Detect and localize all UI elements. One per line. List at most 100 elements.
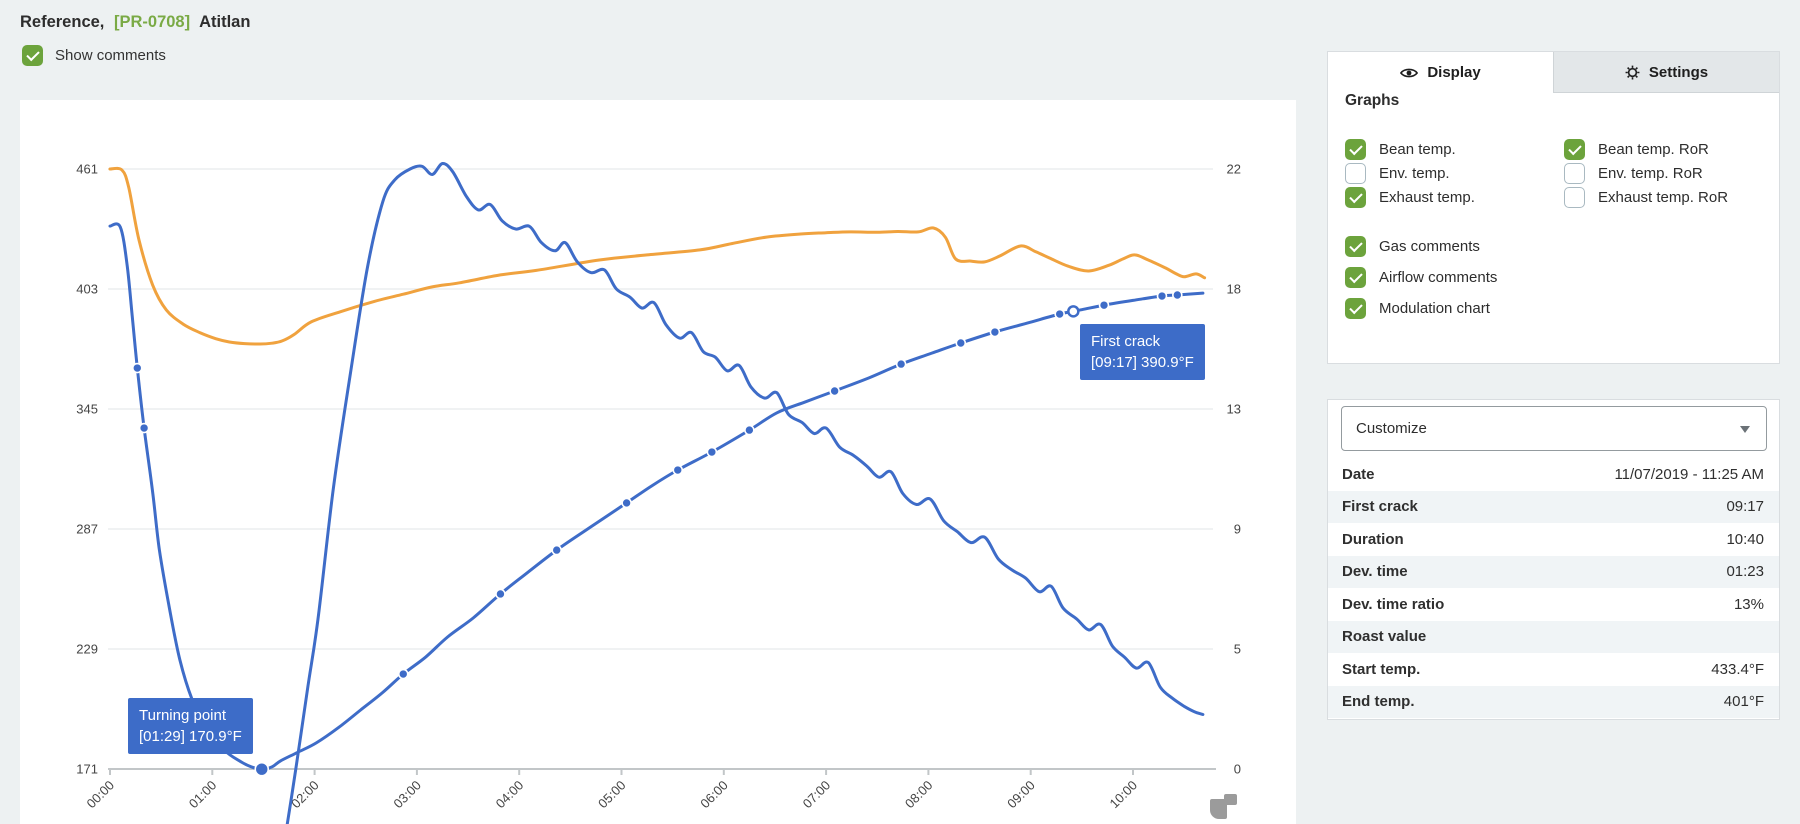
y-right-tick-label: 9 xyxy=(1234,522,1241,537)
table-row-dev-time-ratio: Dev. time ratio 13% xyxy=(1342,595,1764,613)
comment-marker xyxy=(1156,290,1168,302)
first-crack-tooltip: First crack [09:17] 390.9°F xyxy=(1080,324,1205,380)
comment-marker xyxy=(1098,299,1110,311)
table-row-end-temp: End temp. 401°F xyxy=(1328,685,1779,718)
comment-marker xyxy=(551,544,563,556)
x-axis-tick-label: 06:00 xyxy=(697,778,731,812)
comment-marker xyxy=(829,385,840,397)
modulation-chart-checkbox[interactable] xyxy=(1345,298,1366,319)
roast-details-table: Date 11/07/2019 - 11:25 AM First crack 0… xyxy=(1328,458,1779,718)
toggle-exhaust-temp-ror[interactable]: Exhaust temp. RoR xyxy=(1564,187,1728,208)
show-comments-checkbox[interactable] xyxy=(22,45,43,66)
gas-comments-checkbox[interactable] xyxy=(1345,236,1366,257)
exhaust-temp-checkbox[interactable] xyxy=(1345,187,1366,208)
turning-point-tooltip: Turning point [01:29] 170.9°F xyxy=(128,698,253,754)
turning-point-title: Turning point xyxy=(139,707,226,724)
comment-marker xyxy=(706,446,718,458)
exhaust-temp-curve xyxy=(108,166,1207,346)
comment-marker xyxy=(672,464,684,476)
y-left-tick-label: 229 xyxy=(76,642,98,657)
comment-marker xyxy=(955,337,967,349)
x-axis-tick-label: 03:00 xyxy=(390,778,424,812)
comment-marker xyxy=(1054,308,1065,320)
y-right-tick-label: 22 xyxy=(1227,162,1241,177)
first-crack-ring-marker xyxy=(1067,305,1080,318)
toggle-env-temp[interactable]: Env. temp. xyxy=(1345,163,1475,184)
toggle-gas-comments[interactable]: Gas comments xyxy=(1345,236,1497,257)
toggle-bean-temp-ror[interactable]: Bean temp. RoR xyxy=(1564,139,1728,160)
comment-marker xyxy=(397,668,409,680)
comment-marker xyxy=(1172,289,1183,301)
table-row-dev-time: Dev. time 01:23 xyxy=(1328,555,1779,588)
x-axis-tick-label: 04:00 xyxy=(493,778,527,812)
option-toggle-column: Gas comments Airflow comments Modulation… xyxy=(1345,236,1497,329)
comment-marker xyxy=(989,326,1001,338)
y-right-tick-label: 13 xyxy=(1227,402,1241,417)
graph-toggle-column-right: Bean temp. RoR Env. temp. RoR Exhaust te… xyxy=(1564,139,1728,211)
turning-point-marker xyxy=(254,761,270,777)
y-left-tick-label: 171 xyxy=(76,762,98,777)
table-row-roast-value: Roast value xyxy=(1328,620,1779,653)
customize-dropdown[interactable]: Customize xyxy=(1341,406,1767,451)
title-coffee-name: Atitlan xyxy=(199,13,251,31)
chevron-down-icon xyxy=(1740,426,1750,433)
x-axis-tick-label: 07:00 xyxy=(800,778,834,812)
first-crack-title: First crack xyxy=(1091,333,1161,350)
watermark-logo-icon xyxy=(1210,794,1244,819)
y-left-tick-label: 403 xyxy=(76,282,98,297)
show-comments-label: Show comments xyxy=(55,47,166,64)
first-crack-detail: [09:17] 390.9°F xyxy=(1091,354,1194,371)
y-left-tick-label: 287 xyxy=(76,522,98,537)
x-axis-tick-label: 09:00 xyxy=(1004,778,1038,812)
env-temp-checkbox[interactable] xyxy=(1345,163,1366,184)
display-settings-panel: Display Settings xyxy=(1327,51,1780,364)
show-comments-toggle[interactable]: Show comments xyxy=(22,45,166,66)
turning-point-detail: [01:29] 170.9°F xyxy=(139,728,242,745)
table-row-first-crack: First crack 09:17 xyxy=(1328,490,1779,523)
bean-temp-ror-checkbox[interactable] xyxy=(1564,139,1585,160)
tab-settings[interactable]: Settings xyxy=(1553,52,1779,93)
toggle-modulation-chart[interactable]: Modulation chart xyxy=(1345,298,1497,319)
y-left-tick-label: 461 xyxy=(76,162,98,177)
comment-marker xyxy=(744,424,755,436)
env-temp-ror-checkbox[interactable] xyxy=(1564,163,1585,184)
customize-dropdown-value: Customize xyxy=(1356,420,1427,437)
gear-icon xyxy=(1625,65,1640,79)
bean-temp-checkbox[interactable] xyxy=(1345,139,1366,160)
eye-icon xyxy=(1400,68,1419,77)
tab-display-label: Display xyxy=(1427,64,1481,81)
toggle-env-temp-ror[interactable]: Env. temp. RoR xyxy=(1564,163,1728,184)
y-right-tick-label: 18 xyxy=(1227,282,1241,297)
comment-marker xyxy=(621,497,632,509)
panel-tabs: Display Settings xyxy=(1328,52,1779,93)
x-axis-tick-label: 05:00 xyxy=(595,778,629,812)
toggle-airflow-comments[interactable]: Airflow comments xyxy=(1345,267,1497,288)
exhaust-temp-ror-checkbox[interactable] xyxy=(1564,187,1585,208)
comment-marker xyxy=(138,422,150,434)
bean-temp-curve xyxy=(108,222,1205,771)
y-right-tick-label: 0 xyxy=(1234,762,1241,777)
comment-marker xyxy=(495,588,506,600)
x-axis-tick-label: 00:00 xyxy=(84,778,118,812)
roast-chart-card: 461 403 345 287 229 171 22 18 13 9 5 0 00:00 01:00 02:… xyxy=(20,100,1296,824)
title-prefix: Reference, xyxy=(20,13,105,31)
title-profile-id: [PR-0708] xyxy=(113,13,191,31)
tab-display[interactable]: Display xyxy=(1328,52,1553,93)
toggle-bean-temp[interactable]: Bean temp. xyxy=(1345,139,1475,160)
comment-marker xyxy=(131,362,143,374)
airflow-comments-checkbox[interactable] xyxy=(1345,267,1366,288)
graphs-heading: Graphs xyxy=(1345,92,1400,109)
toggle-exhaust-temp[interactable]: Exhaust temp. xyxy=(1345,187,1475,208)
bean-temp-ror-curve xyxy=(285,161,1205,824)
y-left-tick-label: 345 xyxy=(76,402,98,417)
graph-toggle-column-left: Bean temp. Env. temp. Exhaust temp. xyxy=(1345,139,1475,211)
y-right-tick-label: 5 xyxy=(1234,642,1241,657)
comment-marker xyxy=(895,358,907,370)
table-row-start-temp: Start temp. 433.4°F xyxy=(1342,660,1764,678)
table-row-date: Date 11/07/2019 - 11:25 AM xyxy=(1342,465,1764,483)
x-axis-tick-label: 10:00 xyxy=(1107,778,1141,812)
tab-settings-label: Settings xyxy=(1648,63,1709,81)
table-row-duration: Duration 10:40 xyxy=(1342,530,1764,548)
